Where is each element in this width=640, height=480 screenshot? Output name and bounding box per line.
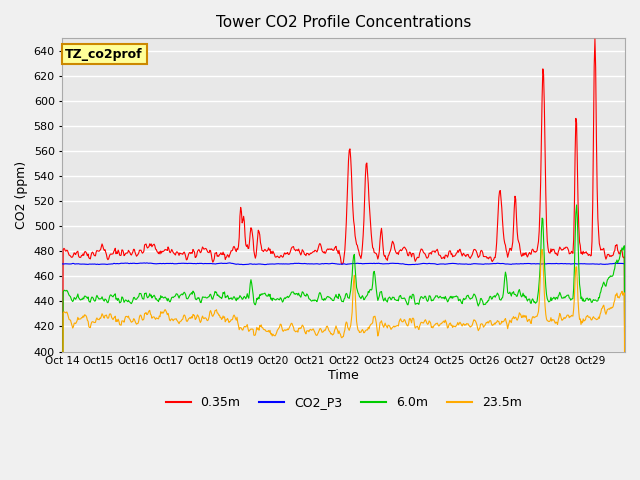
6.0m xyxy=(573,202,580,208)
Line: 23.5m: 23.5m xyxy=(63,250,625,480)
0.35m xyxy=(277,252,285,258)
CO2_P3 xyxy=(404,262,412,267)
6.0m xyxy=(621,444,629,449)
23.5m xyxy=(228,317,236,323)
Y-axis label: CO2 (ppm): CO2 (ppm) xyxy=(15,161,28,229)
Text: TZ_co2prof: TZ_co2prof xyxy=(65,48,143,60)
6.0m xyxy=(125,297,132,303)
CO2_P3 xyxy=(125,261,132,266)
23.5m xyxy=(256,323,264,328)
23.5m xyxy=(402,320,410,325)
Line: 0.35m: 0.35m xyxy=(63,39,625,454)
6.0m xyxy=(256,292,264,298)
CO2_P3 xyxy=(278,261,285,267)
23.5m xyxy=(125,313,132,319)
CO2_P3 xyxy=(403,262,410,267)
Line: CO2_P3: CO2_P3 xyxy=(63,263,625,264)
CO2_P3 xyxy=(257,261,264,267)
Line: 6.0m: 6.0m xyxy=(63,205,625,480)
6.0m xyxy=(59,477,67,480)
0.35m xyxy=(125,247,132,253)
23.5m xyxy=(277,322,285,327)
Legend: 0.35m, CO2_P3, 6.0m, 23.5m: 0.35m, CO2_P3, 6.0m, 23.5m xyxy=(161,391,527,414)
CO2_P3 xyxy=(143,260,150,266)
23.5m xyxy=(621,475,629,480)
0.35m xyxy=(402,246,410,252)
CO2_P3 xyxy=(59,261,67,267)
0.35m xyxy=(621,451,629,457)
X-axis label: Time: Time xyxy=(328,369,359,382)
6.0m xyxy=(433,293,441,299)
6.0m xyxy=(228,296,236,302)
6.0m xyxy=(402,298,410,303)
CO2_P3 xyxy=(228,261,236,266)
0.35m xyxy=(228,248,236,254)
0.35m xyxy=(256,232,264,238)
0.35m xyxy=(59,448,67,454)
6.0m xyxy=(277,295,285,301)
23.5m xyxy=(538,247,546,252)
0.35m xyxy=(433,246,441,252)
0.35m xyxy=(591,36,599,42)
23.5m xyxy=(433,320,441,326)
Title: Tower CO2 Profile Concentrations: Tower CO2 Profile Concentrations xyxy=(216,15,472,30)
CO2_P3 xyxy=(435,262,442,267)
CO2_P3 xyxy=(621,261,629,267)
